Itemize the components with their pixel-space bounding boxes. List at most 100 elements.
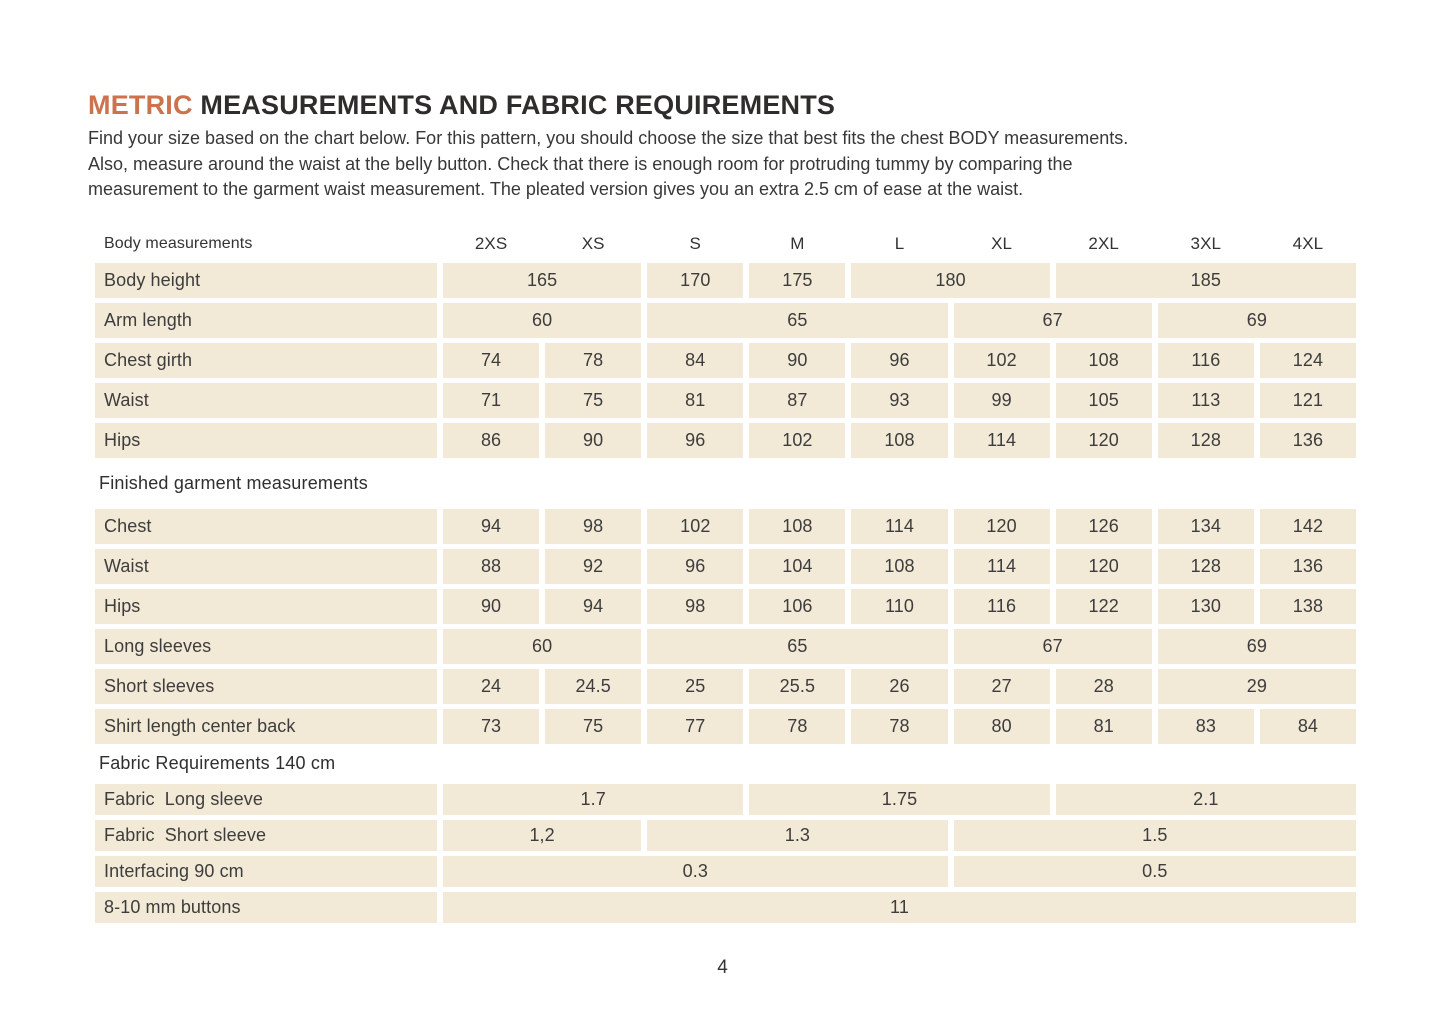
value-cell: 136 (1259, 422, 1356, 458)
value-cell: 69 (1157, 302, 1356, 338)
value-cell: 138 (1259, 588, 1356, 624)
value-cell: 81 (1055, 708, 1152, 744)
measurements-table: Body measurements 2XS XS S M L XL 2XL 3XL 4XL Body… (95, 231, 1356, 923)
row-label: Shirt length center back (95, 708, 437, 744)
value-cell: 102 (953, 342, 1050, 378)
value-cell: 170 (647, 262, 744, 298)
value-cell: 108 (1055, 342, 1152, 378)
intro-paragraph: Find your size based on the chart below.… (88, 126, 1445, 203)
value-cell: 25.5 (749, 668, 846, 704)
value-cell: 121 (1259, 382, 1356, 418)
value-cell: 2.1 (1055, 783, 1356, 815)
value-cell: 29 (1157, 668, 1356, 704)
row-label: Chest girth (95, 342, 437, 378)
table-row: Fabric Short sleeve 1,2 1.3 1.5 (95, 819, 1356, 851)
value-cell: 60 (443, 302, 642, 338)
table-row: Hips 86 90 96 102 108 114 120 128 136 (95, 422, 1356, 458)
intro-line: Find your size based on the chart below.… (88, 128, 1129, 148)
value-cell: 122 (1055, 588, 1152, 624)
value-cell: 94 (443, 508, 540, 544)
value-cell: 114 (953, 548, 1050, 584)
page-title: METRIC MEASUREMENTS AND FABRIC REQUIREME… (88, 88, 1445, 122)
value-cell: 75 (545, 382, 642, 418)
table-row: Hips 90 94 98 106 110 116 122 130 138 (95, 588, 1356, 624)
value-cell: 24.5 (545, 668, 642, 704)
value-cell: 120 (1055, 548, 1152, 584)
value-cell: 105 (1055, 382, 1152, 418)
table-row: Body height 165 170 175 180 185 (95, 262, 1356, 298)
size-column-header: XL (991, 233, 1013, 253)
value-cell: 74 (443, 342, 540, 378)
table-row: 8-10 mm buttons 11 (95, 891, 1356, 923)
row-label: Arm length (95, 302, 437, 338)
value-cell: 77 (647, 708, 744, 744)
table-row: Short sleeves 24 24.5 25 25.5 26 27 28 29 (95, 668, 1356, 704)
value-cell: 87 (749, 382, 846, 418)
value-cell: 94 (545, 588, 642, 624)
size-column-header: L (894, 233, 905, 253)
value-cell: 114 (851, 508, 948, 544)
value-cell: 96 (647, 422, 744, 458)
value-cell: 110 (851, 588, 948, 624)
value-cell: 116 (953, 588, 1050, 624)
value-cell: 114 (953, 422, 1050, 458)
value-cell: 27 (953, 668, 1050, 704)
value-cell: 113 (1157, 382, 1254, 418)
value-cell: 98 (545, 508, 642, 544)
value-cell: 128 (1157, 548, 1254, 584)
row-label: Interfacing 90 cm (95, 855, 437, 887)
value-cell: 1.3 (647, 819, 948, 851)
value-cell: 90 (749, 342, 846, 378)
value-cell: 136 (1259, 548, 1356, 584)
value-cell: 81 (647, 382, 744, 418)
row-label: Hips (95, 588, 437, 624)
value-cell: 0.5 (953, 855, 1356, 887)
value-cell: 92 (545, 548, 642, 584)
value-cell: 69 (1157, 628, 1356, 664)
value-cell: 108 (749, 508, 846, 544)
size-column-header: 3XL (1190, 233, 1222, 253)
value-cell: 130 (1157, 588, 1254, 624)
row-label: Long sleeves (95, 628, 437, 664)
size-column-header: S (689, 233, 701, 253)
intro-line: Also, measure around the waist at the be… (88, 153, 1073, 174)
size-column-header: 4XL (1292, 233, 1324, 253)
value-cell: 96 (851, 342, 948, 378)
value-cell: 84 (1259, 708, 1356, 744)
value-cell: 106 (749, 588, 846, 624)
row-label: Hips (95, 422, 437, 458)
row-label: Chest (95, 508, 437, 544)
row-label: Waist (95, 382, 437, 418)
table-row: Chest girth 74 78 84 90 96 102 108 116 124 (95, 342, 1356, 378)
value-cell: 175 (749, 262, 846, 298)
title-rest: MEASUREMENTS AND FABRIC REQUIREMENTS (192, 90, 836, 120)
table-row: Chest 94 98 102 108 114 120 126 134 142 (95, 508, 1356, 544)
section-title: Fabric Requirements 140 cm (99, 753, 336, 773)
value-cell: 108 (851, 548, 948, 584)
table-row: Arm length 60 65 67 69 (95, 302, 1356, 338)
value-cell: 0.3 (443, 855, 948, 887)
table-row: Waist 88 92 96 104 108 114 120 128 136 (95, 548, 1356, 584)
value-cell: 99 (953, 382, 1050, 418)
value-cell: 78 (545, 342, 642, 378)
value-cell: 67 (953, 628, 1152, 664)
value-cell: 25 (647, 668, 744, 704)
value-cell: 83 (1157, 708, 1254, 744)
value-cell: 180 (851, 262, 1050, 298)
value-cell: 28 (1055, 668, 1152, 704)
value-cell: 86 (443, 422, 540, 458)
value-cell: 75 (545, 708, 642, 744)
value-cell: 98 (647, 588, 744, 624)
value-cell: 1.75 (749, 783, 1050, 815)
value-cell: 88 (443, 548, 540, 584)
page-number: 4 (717, 956, 728, 978)
value-cell: 65 (647, 628, 948, 664)
table-row: Interfacing 90 cm 0.3 0.5 (95, 855, 1356, 887)
row-label: Fabric Short sleeve (95, 819, 437, 851)
value-cell: 78 (749, 708, 846, 744)
size-column-header: 2XL (1088, 233, 1119, 253)
row-label: Waist (95, 548, 437, 584)
size-column-header: M (790, 233, 805, 253)
value-cell: 142 (1259, 508, 1356, 544)
value-cell: 1.5 (953, 819, 1356, 851)
